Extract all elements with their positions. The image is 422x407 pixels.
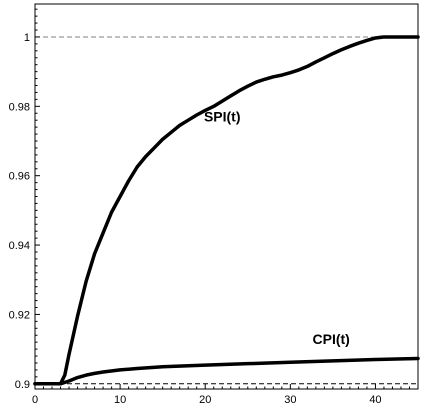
annotations: SPI(t) CPI(t) (204, 109, 350, 347)
axes: 0 10 20 30 40 0.9 0.92 0.94 0.96 0.98 1 (9, 3, 419, 406)
y-tick-label: 0.9 (15, 379, 30, 391)
x-tick-label: 20 (199, 394, 211, 406)
x-tick-label: 0 (32, 394, 38, 406)
series-line-spi-t (33, 35, 420, 386)
series-label-cpi-t: CPI(t) (313, 331, 350, 347)
plot-area (35, 4, 418, 389)
series-line-cpi-t (33, 356, 420, 386)
x-tick-label: 10 (114, 394, 126, 406)
x-tick-label: 30 (284, 394, 296, 406)
y-tick-label: 0.92 (9, 309, 30, 321)
y-tick-label: 0.94 (9, 240, 30, 252)
y-tick-label: 1 (24, 32, 30, 44)
series-lines (33, 35, 420, 386)
y-tick-label: 0.96 (9, 171, 30, 183)
series-label-spi-t: SPI(t) (204, 109, 241, 125)
x-tick-label: 40 (369, 394, 381, 406)
plot-background (35, 4, 418, 389)
y-tick-label: 0.98 (9, 101, 30, 113)
